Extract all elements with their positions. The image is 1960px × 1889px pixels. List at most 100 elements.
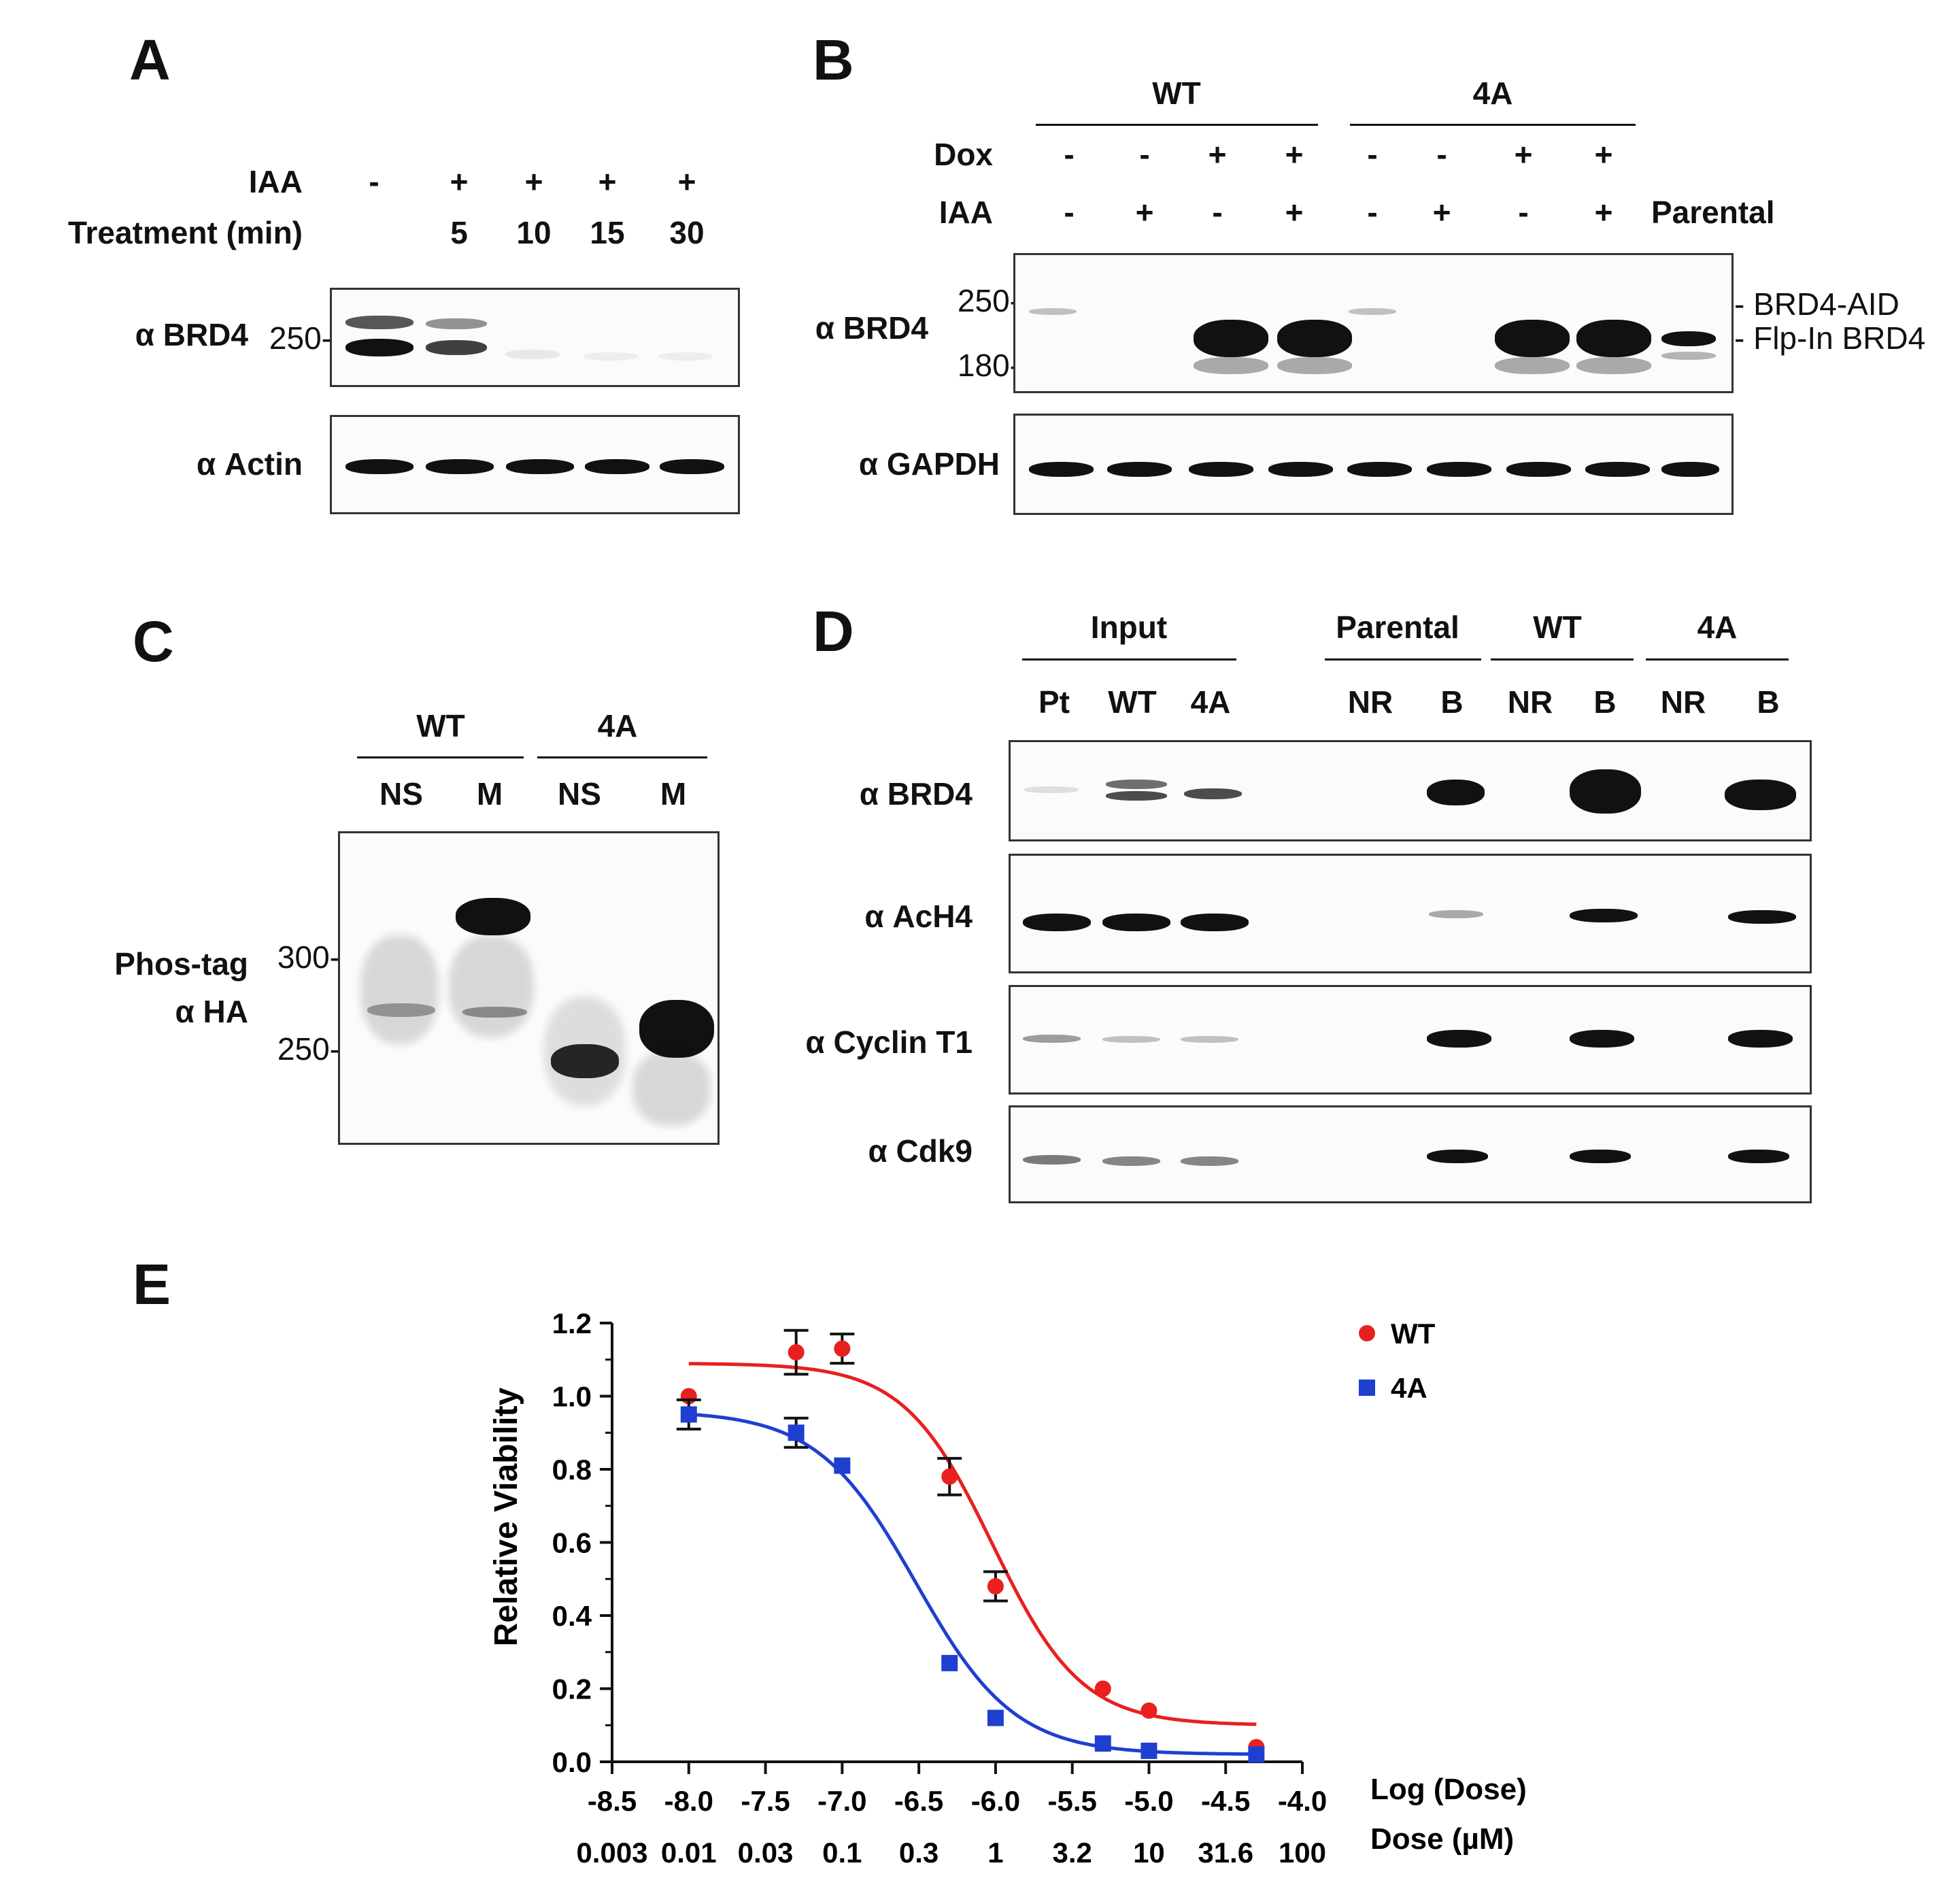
data-point-4a <box>680 1406 697 1423</box>
dox-lane6: - <box>1436 137 1447 172</box>
iaa-b-lane5: - <box>1367 195 1378 230</box>
iaa-b-lane7: - <box>1518 195 1529 230</box>
lane-c-m1: M <box>476 776 503 812</box>
iaa-b-lane2: + <box>1135 195 1154 230</box>
dose-tick-label: 0.1 <box>822 1837 862 1869</box>
iaa-a-lane3: + <box>524 164 543 199</box>
dox-row-label: Dox <box>934 137 993 172</box>
iaa-b-lane6: + <box>1432 195 1451 230</box>
chart-axes: -8.5 -8.0 -7.5 -7.0 -6.5 -6.0 -5.5 -5.0 -4.5 -4.0… <box>552 1307 1328 1869</box>
x-tick-label: -8.5 <box>588 1785 637 1817</box>
data-point-4a <box>941 1654 958 1671</box>
group-line-d-4a <box>1646 658 1789 661</box>
blot-label-d-cyclin-t1: α Cyclin T1 <box>805 1024 973 1060</box>
x-tick-label: -4.0 <box>1278 1785 1327 1817</box>
data-point-wt <box>941 1468 958 1485</box>
y-tick-label: 0.6 <box>552 1527 592 1559</box>
blot-d-brd4 <box>1009 740 1812 841</box>
dose-tick-label: 1 <box>987 1837 1003 1869</box>
lane-d-4: NR <box>1347 684 1393 720</box>
x-tick-label: -8.0 <box>664 1785 713 1817</box>
lane-c-ns2: NS <box>558 776 601 812</box>
dose-tick-label: 0.01 <box>661 1837 717 1869</box>
y-tick-label: 1.2 <box>552 1307 592 1339</box>
lane-d-2: WT <box>1108 684 1157 720</box>
iaa-b-lane4: + <box>1285 195 1304 230</box>
data-point-4a <box>788 1424 805 1441</box>
treatment-lane4: 15 <box>590 215 625 250</box>
marker-c-300: 300- <box>277 939 340 975</box>
x-axis-label-dose: Dose (µM) <box>1370 1822 1514 1856</box>
data-point-4a <box>834 1457 851 1474</box>
data-point-wt <box>987 1578 1004 1594</box>
blot-label-d-cdk9: α Cdk9 <box>868 1133 973 1169</box>
lane-c-ns1: NS <box>379 776 423 812</box>
label-flp-in-brd4: - Flp-In BRD4 <box>1734 320 1926 356</box>
y-tick-label: 0.0 <box>552 1746 592 1778</box>
x-axis-label: Log (Dose) <box>1370 1773 1527 1806</box>
dox-lane7: + <box>1514 137 1533 172</box>
panel-label-b: B <box>813 28 854 92</box>
dox-lane5: - <box>1367 137 1378 172</box>
group-line-c-4a <box>537 756 707 758</box>
group-d-wt: WT <box>1533 609 1582 645</box>
dox-lane3: + <box>1208 137 1227 172</box>
blot-label-b-brd4: α BRD4 <box>815 310 928 346</box>
data-points <box>676 1328 1265 1763</box>
dox-lane4: + <box>1285 137 1304 172</box>
data-point-4a <box>1094 1735 1111 1752</box>
legend-marker-4a <box>1359 1380 1375 1396</box>
y-tick-label: 0.8 <box>552 1454 592 1486</box>
blot-a-actin <box>330 415 740 514</box>
blot-label-c-ha: α HA <box>175 994 249 1029</box>
blot-label-c-phostag: Phos-tag <box>114 946 248 982</box>
blot-a-brd4 <box>330 288 740 387</box>
dose-tick-label: 31.6 <box>1198 1837 1253 1869</box>
dose-tick-label: 100 <box>1279 1837 1326 1869</box>
group-line-d-wt <box>1491 658 1634 661</box>
panel-label-c: C <box>133 609 174 673</box>
x-tick-label: -7.0 <box>817 1785 866 1817</box>
blot-c-phostag <box>338 831 720 1145</box>
group-b-4a: 4A <box>1472 76 1513 111</box>
x-tick-label: -6.0 <box>971 1785 1020 1817</box>
legend-label-wt: WT <box>1391 1318 1436 1350</box>
blot-d-cyclin-t1 <box>1009 985 1812 1094</box>
legend-label-4a: 4A <box>1391 1372 1427 1404</box>
y-tick-label: 0.2 <box>552 1673 592 1705</box>
lane-d-8: NR <box>1660 684 1706 720</box>
group-line-b-wt <box>1036 124 1318 126</box>
marker-b-250: 250- <box>957 283 1020 318</box>
iaa-b-lane8: + <box>1594 195 1613 230</box>
group-line-d-input <box>1022 658 1236 661</box>
iaa-a-lane4: + <box>598 164 617 199</box>
treatment-lane3: 10 <box>516 215 552 250</box>
fit-curves <box>688 1362 1257 1756</box>
dose-tick-label: 10 <box>1133 1837 1165 1869</box>
group-line-b-4a <box>1350 124 1636 126</box>
group-line-c-wt <box>357 756 524 758</box>
dox-lane1: - <box>1064 137 1075 172</box>
lane-d-9: B <box>1757 684 1780 720</box>
data-point-wt <box>1140 1702 1158 1719</box>
dose-tick-label: 3.2 <box>1052 1837 1092 1869</box>
blot-label-a-actin: α Actin <box>196 446 303 482</box>
group-b-wt: WT <box>1152 76 1201 111</box>
iaa-row-label-b: IAA <box>939 195 993 230</box>
group-d-parental: Parental <box>1336 609 1459 645</box>
data-point-4a <box>1248 1746 1265 1763</box>
panel-label-d: D <box>813 599 854 663</box>
lane-d-1: Pt <box>1038 684 1070 720</box>
group-d-4a: 4A <box>1697 609 1738 645</box>
dose-tick-label: 0.3 <box>899 1837 939 1869</box>
marker-b-180: 180- <box>957 348 1020 383</box>
lane-d-3: 4A <box>1190 684 1231 720</box>
iaa-a-lane5: + <box>677 164 696 199</box>
lane-c-m2: M <box>660 776 687 812</box>
iaa-b-lane1: - <box>1064 195 1075 230</box>
marker-c-250: 250- <box>277 1031 340 1067</box>
x-tick-label: -5.0 <box>1124 1785 1173 1817</box>
dose-tick-label: 0.03 <box>738 1837 794 1869</box>
y-tick-label: 0.4 <box>552 1600 592 1632</box>
